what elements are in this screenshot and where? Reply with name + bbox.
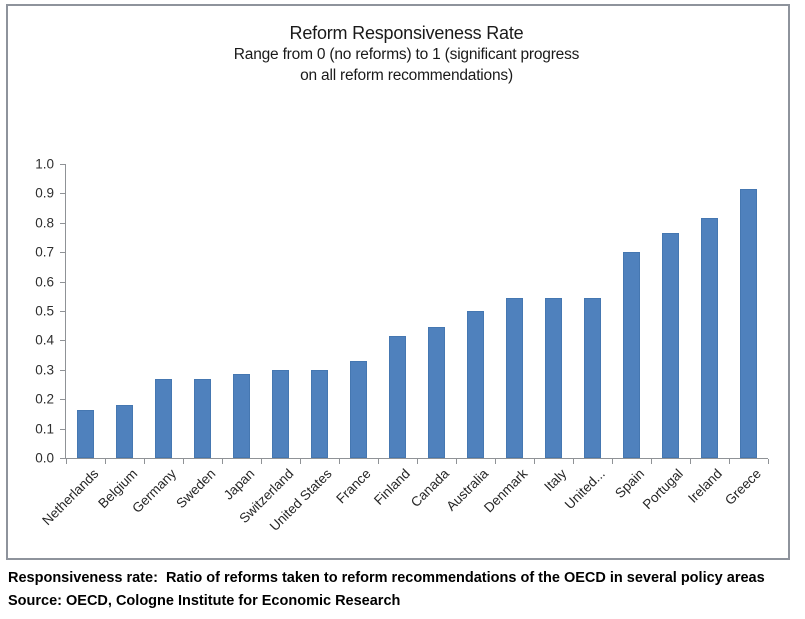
x-axis-tick xyxy=(534,459,535,464)
x-axis-tick xyxy=(651,459,652,464)
x-axis-tick xyxy=(378,459,379,464)
chart-subtitle-line-1: Range from 0 (no reforms) to 1 (signific… xyxy=(233,46,580,63)
y-axis-tick xyxy=(60,428,65,430)
y-axis-tick xyxy=(60,222,65,224)
y-axis-tick xyxy=(60,164,65,165)
bar-australia xyxy=(467,311,484,458)
x-axis-tick xyxy=(729,459,730,464)
x-axis-tick xyxy=(222,459,223,464)
x-axis-tick xyxy=(495,459,496,464)
x-axis-tick xyxy=(612,459,613,464)
plot-area: 1.0 0.9 0.8 0.7 0.6 0.5 0.4 0.3 0.2 0.1 0.0 Netherl… xyxy=(35,157,769,534)
bar-switzerland xyxy=(272,369,289,458)
y-axis-tick xyxy=(60,340,65,342)
bar-greece xyxy=(740,189,757,458)
y-axis-tick-label: 0.6 xyxy=(35,274,54,290)
y-axis-tick-label: 0.7 xyxy=(35,244,54,260)
y-axis-tick xyxy=(60,458,65,459)
bar-belgium xyxy=(116,405,133,458)
y-axis-tick xyxy=(60,252,65,254)
y-axis-tick xyxy=(60,369,65,371)
y-axis-tick-label: 0.9 xyxy=(35,185,54,201)
y-axis-tick-label: 0.0 xyxy=(35,450,54,466)
bar-finland xyxy=(389,336,406,458)
y-axis-tick-label: 0.1 xyxy=(35,421,54,437)
footnote-source: Source: OECD, Cologne Institute for Econ… xyxy=(8,593,401,609)
x-axis-tick xyxy=(339,459,340,464)
y-axis-tick-label: 1.0 xyxy=(35,156,54,172)
bar-united xyxy=(584,297,601,458)
bar-japan xyxy=(233,374,250,458)
x-axis-tick xyxy=(144,459,145,464)
bar-denmark xyxy=(506,297,523,458)
bar-italy xyxy=(545,297,562,458)
y-axis-tick-label: 0.3 xyxy=(35,362,54,378)
bar-canada xyxy=(428,327,445,458)
y-axis-tick xyxy=(60,281,65,283)
x-axis-tick xyxy=(456,459,457,464)
y-axis-tick-label: 0.5 xyxy=(35,303,54,319)
y-axis-tick-label: 0.2 xyxy=(35,391,54,407)
x-axis-tick xyxy=(768,459,769,464)
x-axis-tick xyxy=(300,459,301,464)
y-axis-tick-label: 0.4 xyxy=(35,332,54,348)
footnote-responsiveness-rate: Responsiveness rate: Ratio of reforms ta… xyxy=(8,570,765,586)
bar-france xyxy=(350,360,367,458)
y-axis-tick-label: 0.8 xyxy=(35,215,54,231)
x-axis-tick xyxy=(105,459,106,464)
chart-frame: Reform Responsiveness Rate Range from 0 … xyxy=(6,4,790,560)
y-axis-tick xyxy=(60,399,65,401)
chart-title: Reform Responsiveness Rate xyxy=(289,23,524,43)
x-axis-tick xyxy=(417,459,418,464)
x-axis-tick xyxy=(690,459,691,464)
y-axis-tick xyxy=(60,311,65,312)
x-axis-tick xyxy=(183,459,184,464)
bar-germany xyxy=(155,378,172,458)
y-axis-tick xyxy=(60,193,65,195)
bar-united-states xyxy=(311,369,328,458)
x-axis-tick xyxy=(573,459,574,464)
x-axis-tick xyxy=(261,459,262,464)
chart-title-block: Reform Responsiveness Rate Range from 0 … xyxy=(15,22,798,86)
bar-ireland xyxy=(701,218,718,458)
bar-spain xyxy=(623,252,640,458)
x-axis-tick xyxy=(66,459,67,464)
bar-sweden xyxy=(194,378,211,458)
chart-subtitle-line-2: on all reform recommendations) xyxy=(300,67,513,84)
chart-footer: Responsiveness rate: Ratio of reforms ta… xyxy=(8,567,805,613)
bar-netherlands xyxy=(77,409,94,458)
bar-portugal xyxy=(662,233,679,458)
